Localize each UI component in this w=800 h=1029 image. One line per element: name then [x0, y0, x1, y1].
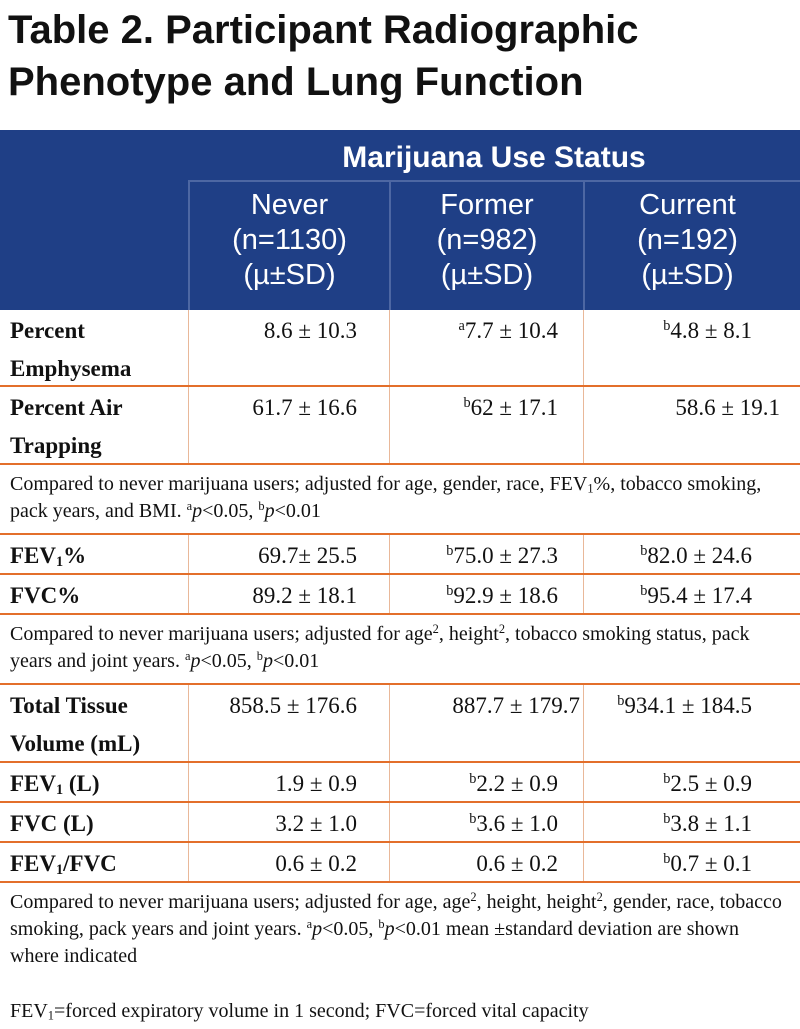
row-label: FVC (L) [10, 811, 94, 836]
cell-former: a7.7 ± 10.4 [458, 318, 558, 343]
footnote-2: Compared to never marijuana users; adjus… [0, 615, 800, 685]
cell-never: 1.9 ± 0.9 [275, 771, 357, 796]
cell-former: 0.6 ± 0.2 [476, 851, 558, 876]
cell-never: 69.7± 25.5 [258, 543, 357, 568]
data-table: Percent Emphysema 8.6 ± 10.3 a7.7 ± 10.4… [0, 310, 800, 978]
cell-never: 89.2 ± 18.1 [252, 583, 357, 608]
header-divider [188, 180, 800, 182]
header-col-divider [583, 180, 585, 310]
title-line-2: Phenotype and Lung Function [8, 60, 584, 104]
cell-former: b62 ± 17.1 [463, 395, 559, 420]
table-row-fev1-fvc-ratio: FEV1/FVC 0.6 ± 0.2 0.6 ± 0.2 b0.7 ± 0.1 [0, 843, 800, 883]
table-row-fvc-liters: FVC (L) 3.2 ± 1.0 b3.6 ± 1.0 b3.8 ± 1.1 [0, 803, 800, 843]
cell-current: b4.8 ± 8.1 [663, 318, 752, 343]
table-row-percent-air-trapping: Percent Air Trapping 61.7 ± 16.6 b62 ± 1… [0, 387, 800, 465]
title-line-1: Table 2. Participant Radiographic [8, 8, 639, 52]
row-label: FEV1% [10, 543, 87, 570]
table-row-fvc-percent: FVC% 89.2 ± 18.1 b92.9 ± 18.6 b95.4 ± 17… [0, 575, 800, 615]
table-header: Marijuana Use Status Never (n=1130) (µ±S… [0, 130, 800, 310]
header-col-divider [389, 180, 391, 310]
cell-current: b3.8 ± 1.1 [663, 811, 752, 836]
cell-current: b2.5 ± 0.9 [663, 771, 752, 796]
cell-current: 58.6 ± 19.1 [675, 395, 780, 420]
cell-current: b82.0 ± 24.6 [640, 543, 752, 568]
cell-never: 3.2 ± 1.0 [275, 811, 357, 836]
table-row-percent-emphysema: Percent Emphysema 8.6 ± 10.3 a7.7 ± 10.4… [0, 310, 800, 387]
cell-never: 61.7 ± 16.6 [252, 395, 357, 420]
row-label: Percent Air Trapping [10, 395, 123, 458]
row-label: Total Tissue Volume (mL) [10, 693, 141, 756]
cell-former: 887.7 ± 179.7 [452, 693, 580, 718]
row-label: Percent Emphysema [10, 318, 132, 381]
row-label: FEV1 (L) [10, 771, 100, 798]
cell-former: b2.2 ± 0.9 [469, 771, 558, 796]
table-row-fev1-liters: FEV1 (L) 1.9 ± 0.9 b2.2 ± 0.9 b2.5 ± 0.9 [0, 763, 800, 803]
column-header-never: Never (n=1130) (µ±SD) [232, 189, 347, 291]
cell-never: 858.5 ± 176.6 [229, 693, 357, 718]
abbreviations-footer: FEV1=forced expiratory volume in 1 secon… [10, 1000, 589, 1023]
cell-current: b0.7 ± 0.1 [663, 851, 752, 876]
group-header: Marijuana Use Status [342, 141, 646, 174]
cell-current: b934.1 ± 184.5 [617, 693, 752, 718]
footnote-3: Compared to never marijuana users; adjus… [10, 890, 782, 967]
cell-former: b92.9 ± 18.6 [446, 583, 558, 608]
footnote-1: Compared to never marijuana users; adjus… [0, 465, 800, 535]
cell-former: b3.6 ± 1.0 [469, 811, 558, 836]
row-label: FEV1/FVC [10, 851, 117, 878]
column-header-current: Current (n=192) (µ±SD) [637, 189, 738, 291]
cell-never: 8.6 ± 10.3 [263, 318, 357, 343]
table-title: Table 2. Participant Radiographic Phenot… [8, 4, 798, 108]
cell-former: b75.0 ± 27.3 [446, 543, 558, 568]
column-header-former: Former (n=982) (µ±SD) [436, 189, 538, 291]
table-row-total-tissue-volume: Total Tissue Volume (mL) 858.5 ± 176.6 8… [0, 685, 800, 763]
cell-current: b95.4 ± 17.4 [640, 583, 752, 608]
table-row-fev1-percent: FEV1% 69.7± 25.5 b75.0 ± 27.3 b82.0 ± 24… [0, 535, 800, 575]
cell-never: 0.6 ± 0.2 [275, 851, 357, 876]
row-label: FVC% [10, 583, 81, 608]
header-col-divider [188, 180, 190, 310]
